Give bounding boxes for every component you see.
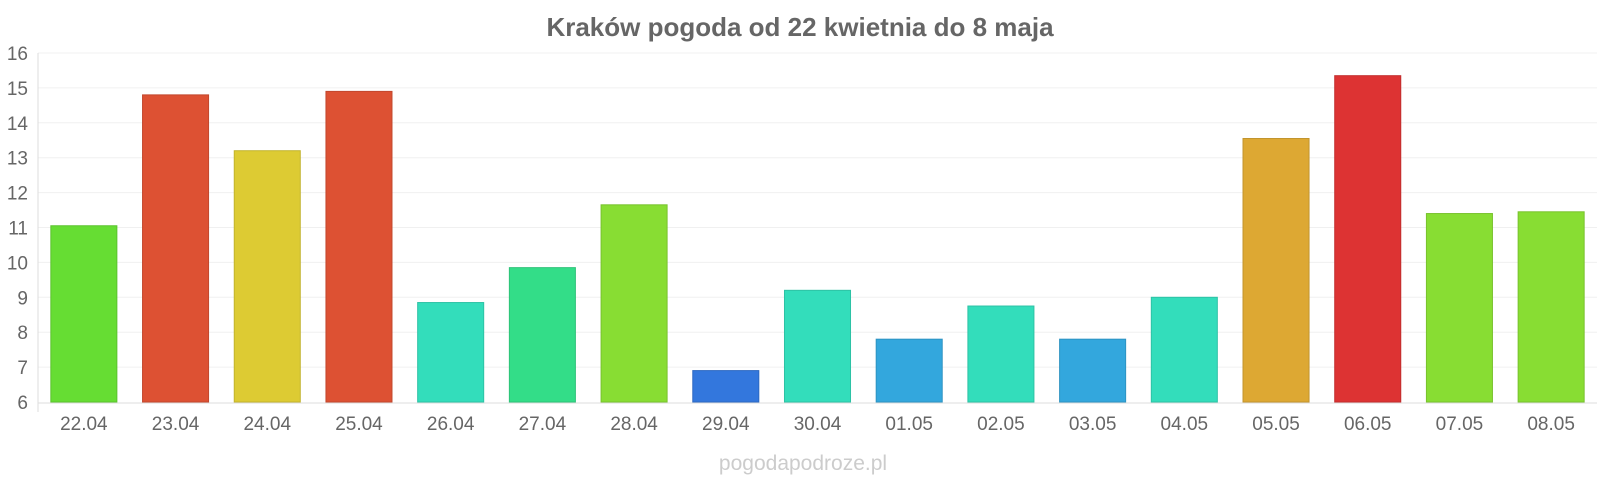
bar — [325, 90, 393, 403]
bars — [50, 75, 1585, 403]
y-tick-label: 16 — [7, 44, 28, 65]
y-tick-label: 14 — [7, 114, 29, 135]
axes — [37, 53, 1597, 412]
bar — [692, 370, 760, 403]
bar — [600, 204, 668, 403]
bar — [1242, 138, 1310, 403]
x-tick-label: 07.05 — [1436, 414, 1484, 435]
bar — [783, 289, 852, 403]
bar — [1425, 213, 1493, 403]
y-tick-label: 11 — [8, 219, 28, 240]
x-tick-label: 24.04 — [243, 414, 291, 435]
x-tick-label: 25.04 — [335, 414, 383, 435]
bar — [967, 305, 1035, 403]
x-tick-label: 03.05 — [1069, 414, 1117, 435]
x-axis-tick-labels: 22.04 23.04 24.04 25.04 26.04 27.04 28.04 29.04… — [60, 414, 1575, 435]
bar — [1334, 75, 1402, 403]
x-tick-label: 01.05 — [885, 414, 933, 435]
x-tick-label: 27.04 — [519, 414, 567, 435]
x-tick-label: 06.05 — [1344, 414, 1392, 435]
bar — [142, 94, 210, 403]
x-tick-label: 04.05 — [1161, 414, 1209, 435]
y-tick-label: 8 — [17, 323, 28, 344]
x-tick-label: 28.04 — [610, 414, 658, 435]
x-tick-label: 08.05 — [1527, 414, 1575, 435]
y-tick-label: 13 — [7, 149, 28, 170]
x-tick-label: 22.04 — [60, 414, 108, 435]
y-tick-label: 7 — [17, 358, 28, 379]
bar — [508, 267, 576, 403]
x-tick-label: 05.05 — [1252, 414, 1300, 435]
y-tick-label: 15 — [7, 79, 28, 100]
bar — [1150, 296, 1218, 403]
bar — [50, 225, 118, 403]
x-tick-label: 29.04 — [702, 414, 750, 435]
y-axis-tick-labels: 6 7 8 9 10 11 12 13 14 15 16 — [7, 44, 29, 414]
chart-title: Kraków pogoda od 22 kwietnia do 8 maja — [546, 12, 1054, 42]
watermark: pogodapodroze.pl — [719, 452, 887, 475]
x-tick-label: 30.04 — [794, 414, 842, 435]
bar — [875, 338, 943, 403]
bar — [233, 150, 301, 403]
x-tick-label: 02.05 — [977, 414, 1025, 435]
x-tick-label: 23.04 — [152, 414, 200, 435]
x-tick-label: 26.04 — [427, 414, 475, 435]
y-tick-label: 6 — [17, 393, 28, 414]
y-tick-label: 10 — [7, 253, 28, 274]
y-tick-label: 9 — [17, 288, 28, 309]
bar — [417, 302, 485, 403]
y-tick-label: 12 — [7, 184, 28, 205]
bar — [1059, 338, 1127, 403]
bar — [1517, 211, 1585, 403]
